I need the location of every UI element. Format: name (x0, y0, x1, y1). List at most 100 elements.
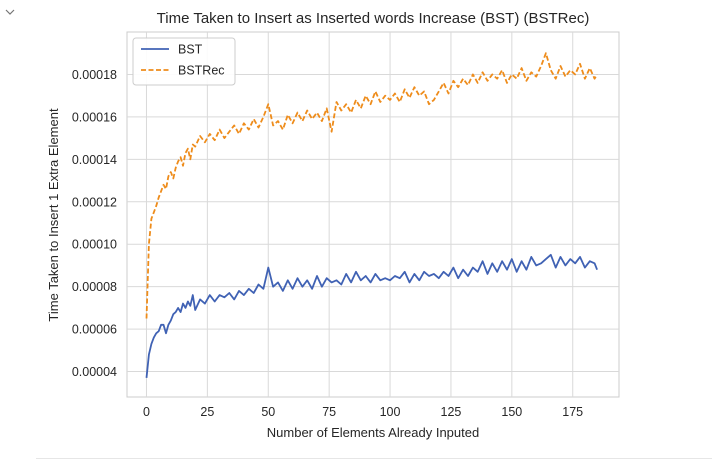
data-point-bstrec (472, 74, 473, 75)
data-point-bst (589, 261, 590, 262)
data-point-bstrec (165, 188, 166, 189)
data-point-bstrec (351, 112, 352, 113)
data-point-bstrec (336, 101, 337, 102)
data-point-bst (146, 377, 147, 378)
data-point-bst (312, 288, 313, 289)
data-point-bstrec (414, 87, 415, 88)
data-point-bstrec (170, 172, 171, 173)
data-point-bst (307, 280, 308, 281)
data-point-bstrec (346, 104, 347, 105)
data-point-bstrec (463, 78, 464, 79)
data-point-bst (173, 314, 174, 315)
data-point-bst (477, 271, 478, 272)
data-point-bst (163, 324, 164, 325)
data-point-bstrec (158, 197, 159, 198)
data-point-bstrec (297, 112, 298, 113)
data-point-bstrec (302, 121, 303, 122)
data-point-bstrec (224, 138, 225, 139)
y-tick-label: 0.00004 (72, 365, 117, 379)
legend-label-bstrec: BSTRec (178, 64, 225, 78)
data-point-bstrec (258, 127, 259, 128)
data-point-bst (385, 278, 386, 279)
data-point-bst (404, 271, 405, 272)
data-point-bstrec (487, 80, 488, 81)
cell-divider (36, 458, 712, 459)
data-point-bst (341, 284, 342, 285)
data-point-bstrec (180, 157, 181, 158)
data-point-bstrec (331, 131, 332, 132)
chevron-down-icon[interactable] (4, 6, 16, 18)
series-line-bst (145, 253, 598, 378)
x-tick-label: 175 (562, 405, 583, 419)
data-point-bst (545, 259, 546, 260)
data-point-bstrec (253, 118, 254, 119)
data-point-bst (594, 263, 595, 264)
data-point-bst (180, 312, 181, 313)
y-tick-label: 0.00010 (72, 238, 117, 252)
data-point-bstrec (292, 123, 293, 124)
data-point-bstrec (214, 140, 215, 141)
data-point-bstrec (238, 133, 239, 134)
data-point-bst (414, 273, 415, 274)
data-point-bstrec (195, 146, 196, 147)
data-point-bstrec (243, 123, 244, 124)
data-point-bst (531, 256, 532, 257)
data-point-bstrec (394, 93, 395, 94)
data-point-bst (487, 273, 488, 274)
data-point-bst (375, 273, 376, 274)
data-point-bst (424, 271, 425, 272)
y-tick-label: 0.00018 (72, 68, 117, 82)
data-point-bstrec (173, 178, 174, 179)
data-point-bst (253, 292, 254, 293)
data-point-bstrec (506, 82, 507, 83)
y-tick-label: 0.00014 (72, 153, 117, 167)
data-point-bst (336, 280, 337, 281)
data-point-bst (161, 324, 162, 325)
data-point-bst (443, 271, 444, 272)
data-point-bst (565, 265, 566, 266)
data-point-bst (448, 275, 449, 276)
data-point-bstrec (531, 72, 532, 73)
data-point-bst (156, 333, 157, 334)
data-point-bst (158, 331, 159, 332)
x-tick-label: 0 (143, 405, 150, 419)
data-point-bst (482, 261, 483, 262)
data-point-bst (360, 280, 361, 281)
data-point-bst (575, 263, 576, 264)
data-point-bst (248, 288, 249, 289)
data-point-bstrec (594, 78, 595, 79)
data-point-bstrec (380, 101, 381, 102)
data-point-bstrec (419, 95, 420, 96)
data-point-bstrec (148, 244, 149, 245)
data-point-bst (243, 295, 244, 296)
data-point-bst (497, 271, 498, 272)
data-point-bstrec (565, 76, 566, 77)
data-point-bstrec (287, 114, 288, 115)
data-point-bst (526, 269, 527, 270)
data-point-bstrec (234, 125, 235, 126)
data-point-bst (584, 267, 585, 268)
data-point-bstrec (597, 74, 598, 75)
data-point-bst (224, 297, 225, 298)
data-point-bst (282, 290, 283, 291)
data-point-bst (570, 259, 571, 260)
data-point-bstrec (204, 142, 205, 143)
data-point-bst (399, 278, 400, 279)
data-point-bstrec (185, 152, 186, 153)
x-tick-label: 150 (501, 405, 522, 419)
x-tick-label: 75 (322, 405, 336, 419)
data-point-bstrec (409, 97, 410, 98)
data-point-bstrec (175, 167, 176, 168)
data-point-bst (389, 280, 390, 281)
data-point-bst (292, 288, 293, 289)
data-point-bst (351, 282, 352, 283)
data-point-bstrec (268, 104, 269, 105)
data-point-bstrec (277, 121, 278, 122)
data-point-bst (502, 261, 503, 262)
data-point-bstrec (229, 131, 230, 132)
data-point-bstrec (370, 104, 371, 105)
data-point-bst (560, 256, 561, 257)
data-point-bstrec (575, 74, 576, 75)
chart-title: Time Taken to Insert as Inserted words I… (157, 10, 590, 27)
